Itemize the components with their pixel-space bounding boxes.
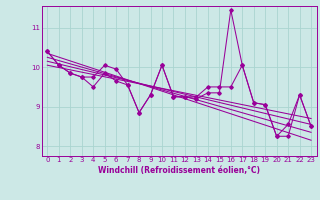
X-axis label: Windchill (Refroidissement éolien,°C): Windchill (Refroidissement éolien,°C) <box>98 166 260 175</box>
